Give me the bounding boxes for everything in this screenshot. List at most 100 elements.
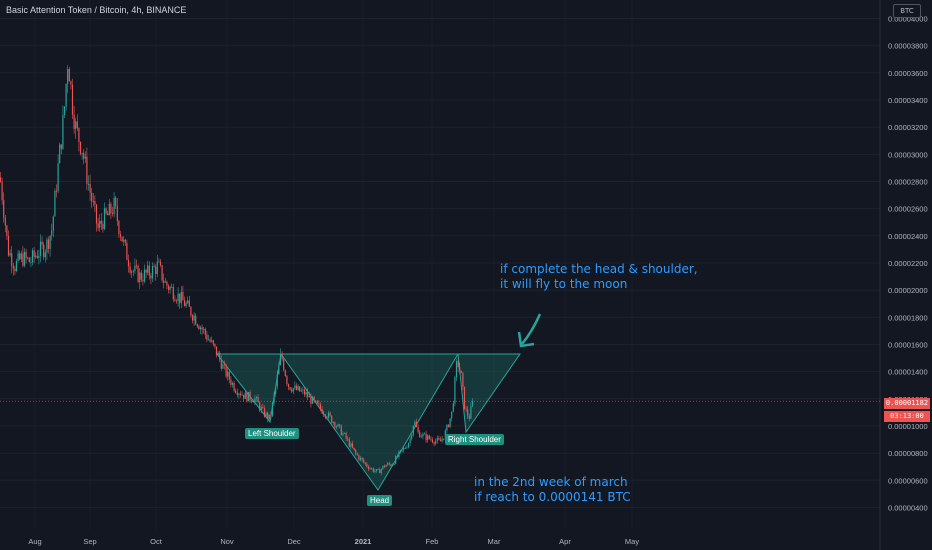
chart-title: Basic Attention Token / Bitcoin, 4h, BIN… (6, 5, 187, 15)
candle-body (235, 390, 237, 393)
candle-body (420, 436, 422, 438)
y-tick-label: 0.00002200 (888, 259, 928, 268)
candle-body (139, 272, 141, 283)
candle-body (391, 464, 394, 466)
candle-body (295, 385, 298, 390)
candle-body (60, 144, 62, 149)
candle-body (100, 220, 102, 224)
candle-body (428, 435, 430, 439)
candle-body (118, 221, 120, 235)
candle-body (172, 287, 174, 300)
candle-body (281, 353, 283, 360)
candle-body (284, 370, 286, 377)
candle-body (185, 303, 187, 307)
candle-body (44, 252, 46, 258)
candle-body (459, 367, 461, 371)
candle-body (259, 402, 261, 411)
currency-badge[interactable]: BTC (893, 4, 921, 18)
candle-body (180, 291, 182, 304)
candle-body (108, 203, 110, 216)
candle-body (409, 438, 411, 444)
candle-body (209, 339, 211, 342)
candle-body (315, 400, 317, 402)
candle-body (81, 152, 83, 154)
candle-body (436, 438, 438, 441)
candle-body (275, 386, 277, 394)
y-tick-label: 0.00001600 (888, 340, 928, 349)
candle-body (107, 213, 109, 216)
candle-body (460, 370, 462, 374)
y-tick-label: 0.00003400 (888, 96, 928, 105)
candle-body (267, 412, 269, 420)
candle-body (260, 407, 262, 411)
candle-body (374, 470, 376, 472)
candle-body (195, 315, 197, 325)
y-tick-label: 0.00003000 (888, 150, 928, 159)
y-tick-label: 0.00000600 (888, 476, 928, 485)
candle-body (127, 260, 130, 267)
candle-body (254, 398, 256, 403)
candle-body (302, 389, 304, 391)
candle-body (54, 190, 56, 217)
candle-body (243, 394, 245, 399)
candle-body (471, 401, 474, 407)
candle-body (124, 239, 126, 243)
y-tick-label: 0.00001800 (888, 313, 928, 322)
last-price-tag: 0.00001182 (884, 398, 930, 409)
candle-body (345, 432, 347, 439)
candle-body (278, 364, 280, 375)
candle-body (367, 466, 370, 469)
candle-body (132, 271, 134, 272)
candle-body (262, 407, 264, 408)
candle-body (343, 432, 346, 434)
candle-body (30, 262, 32, 263)
candle-body (390, 464, 392, 466)
candle-body (212, 340, 214, 344)
candle-body (28, 257, 30, 263)
candle-body (25, 251, 27, 258)
arrow-icon (517, 313, 542, 348)
candle-body (251, 400, 253, 402)
x-tick-label: Feb (426, 537, 439, 546)
candle-body (199, 327, 202, 330)
candle-body (198, 326, 200, 330)
candle-body (201, 327, 203, 330)
x-tick-label: Mar (488, 537, 501, 546)
candle-body (190, 306, 192, 316)
candle-body (454, 377, 456, 404)
x-tick-label: Apr (559, 537, 571, 546)
candle-body (3, 200, 5, 218)
x-tick-label: 2021 (355, 537, 372, 546)
candle-body (233, 382, 235, 391)
candle-body (135, 265, 138, 267)
candle-body (257, 397, 259, 403)
candle-body (417, 426, 419, 432)
candle-body (87, 183, 90, 185)
candle-body (388, 463, 390, 465)
candle-body (334, 422, 336, 428)
candle-body (431, 439, 434, 443)
candle-body (49, 235, 51, 249)
candle-body (86, 156, 88, 185)
candle-body (335, 426, 338, 428)
candle-body (33, 250, 35, 257)
candle-body (23, 251, 26, 266)
candle-body (324, 414, 326, 418)
candle-body (276, 374, 278, 387)
candle-body (372, 468, 374, 472)
candle-body (148, 265, 150, 276)
y-tick-label: 0.00000400 (888, 503, 928, 512)
candle-body (355, 449, 357, 454)
candle-body (406, 447, 408, 449)
candle-body (134, 265, 136, 272)
candle-body (121, 236, 123, 242)
y-tick-label: 0.00004000 (888, 15, 928, 24)
y-tick-label: 0.00003800 (888, 42, 928, 51)
candle-body (265, 412, 267, 417)
candle-body (110, 203, 112, 214)
candle-body (311, 396, 314, 404)
candle-body (289, 387, 291, 390)
candle-body (380, 469, 382, 474)
candle-body (57, 163, 59, 192)
